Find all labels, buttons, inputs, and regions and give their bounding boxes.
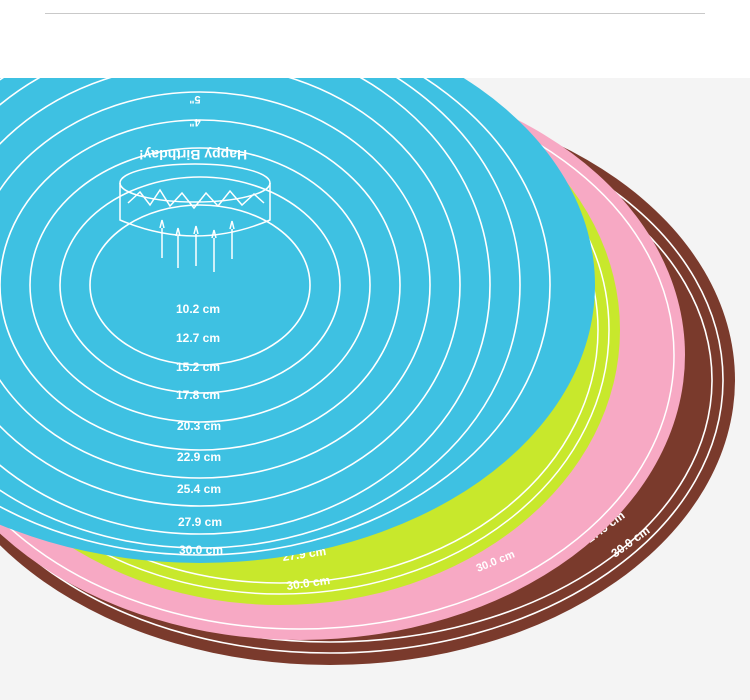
- measurement-rings: [0, 78, 551, 556]
- ring-label-15-2: 15.2 cm: [176, 360, 220, 374]
- ring-label-17-8: 17.8 cm: [176, 388, 220, 402]
- silicone-mats-illustration: 27.9 cm 30.0 cm 30.0 cm 27.9 cm 30.0 cm: [0, 78, 735, 665]
- divider-line: [45, 13, 705, 14]
- ring-label-10-2: 10.2 cm: [176, 302, 220, 316]
- product-photo: 27.9 cm 30.0 cm 30.0 cm 27.9 cm 30.0 cm: [0, 78, 750, 700]
- ring-label-25-4: 25.4 cm: [177, 482, 221, 496]
- yellow-mat-label-30-0: 30.0 cm: [285, 573, 331, 593]
- blue-mat: Happy Birthday! 4" 5" 10.2 cm 12.7 cm 15…: [0, 78, 595, 563]
- inch-mark-4: 4": [189, 116, 200, 128]
- ring-label-30-0: 30.0 cm: [179, 543, 223, 557]
- ring-label-22-9: 22.9 cm: [177, 450, 221, 464]
- ring-labels: 10.2 cm 12.7 cm 15.2 cm 17.8 cm 20.3 cm …: [176, 302, 223, 557]
- birthday-cake-icon: [119, 163, 271, 272]
- inch-mark-5: 5": [189, 93, 200, 105]
- ring-label-20-3: 20.3 cm: [177, 419, 221, 433]
- ring-label-12-7: 12.7 cm: [176, 331, 220, 345]
- top-band: [0, 0, 750, 78]
- happy-birthday-text: Happy Birthday!: [139, 147, 247, 163]
- ring-label-27-9: 27.9 cm: [178, 515, 222, 529]
